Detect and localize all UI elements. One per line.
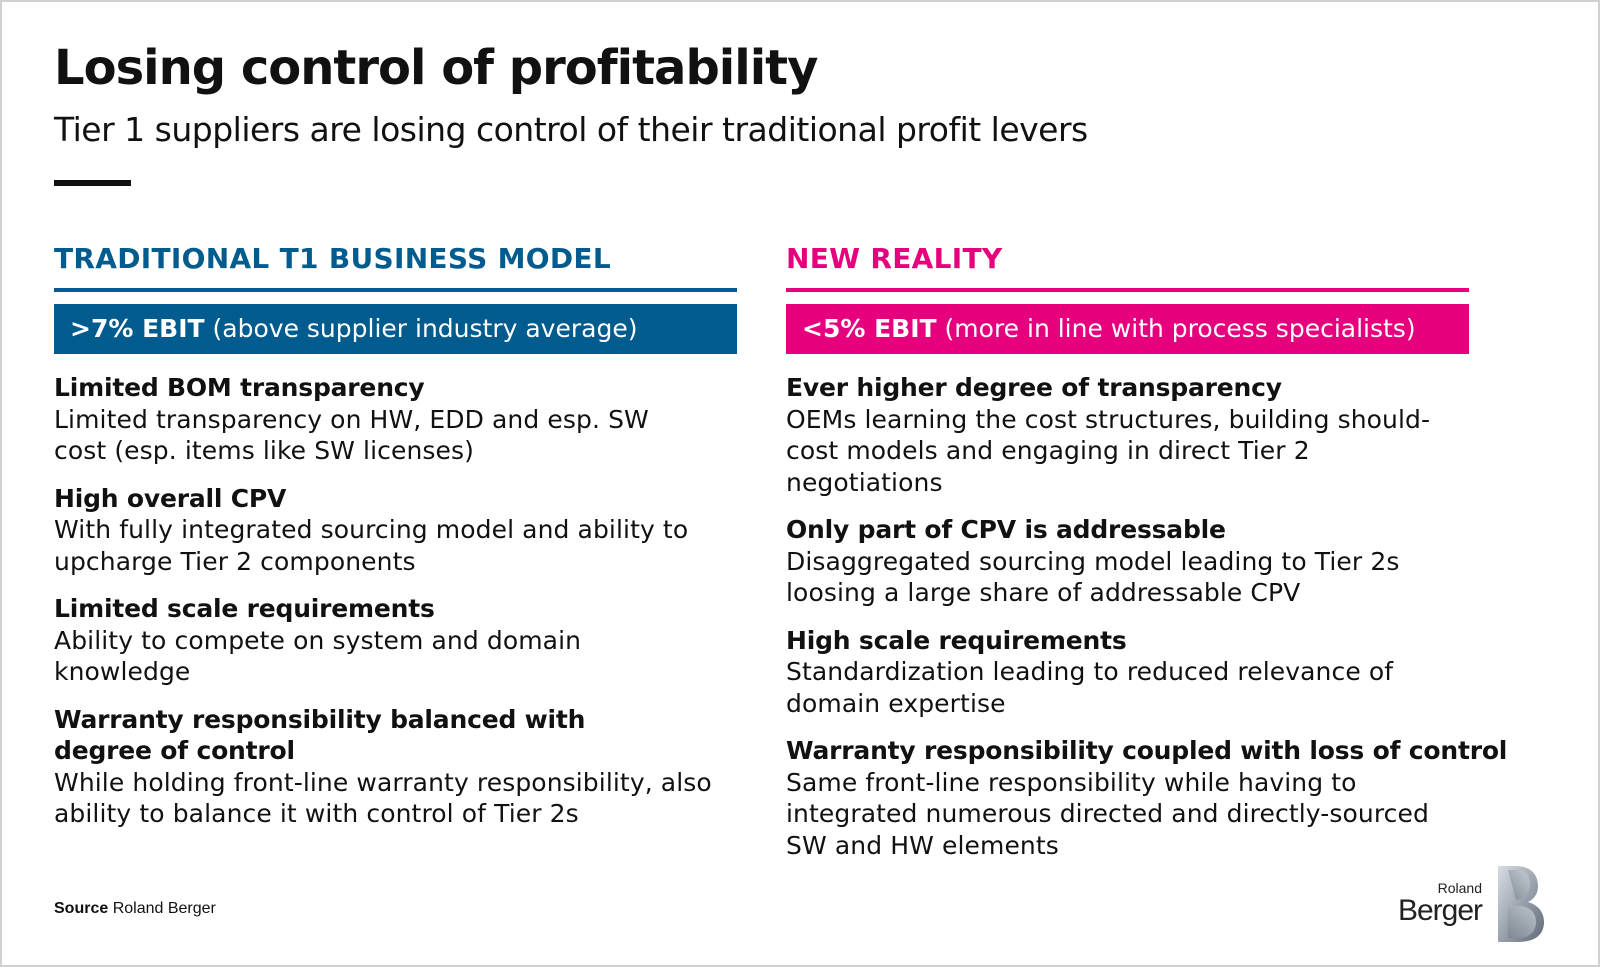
item-heading: Warranty responsibility coupled with los…: [786, 736, 1508, 765]
column-heading: TRADITIONAL T1 BUSINESS MODEL: [54, 242, 611, 275]
list-item: Warranty responsibility coupled with los…: [786, 735, 1508, 861]
item-list: Ever higher degree of transparency OEMs …: [786, 372, 1508, 861]
roland-berger-logo: Roland Berger: [1398, 866, 1548, 942]
list-item: Ever higher degree of transparency OEMs …: [786, 372, 1469, 498]
item-heading: Warranty responsibility balanced with de…: [54, 704, 586, 766]
ebit-note: (above supplier industry average): [204, 314, 638, 343]
page-title: Losing control of profitability: [54, 40, 818, 96]
item-text: Standardization leading to reduced relev…: [786, 657, 1394, 718]
title-underline: [54, 180, 131, 186]
source-text: Roland Berger: [108, 900, 216, 917]
list-item: High scale requirements Standardization …: [786, 625, 1469, 720]
item-text: Limited transparency on HW, EDD and esp.…: [54, 404, 649, 466]
item-list: Limited BOM transparency Limited transpa…: [54, 372, 737, 830]
new-reality-column: NEW REALITY <5% EBIT (more in line with …: [786, 240, 1508, 877]
item-heading: High overall CPV: [54, 483, 287, 513]
logo-line2: Berger: [1397, 894, 1483, 927]
source-label: Source: [54, 900, 109, 917]
traditional-model-column: TRADITIONAL T1 BUSINESS MODEL >7% EBIT (…: [54, 240, 737, 846]
ebit-banner: <5% EBIT (more in line with process spec…: [786, 304, 1469, 354]
list-item: Only part of CPV is addressable Disaggre…: [786, 514, 1469, 609]
item-heading: Limited BOM transparency: [54, 373, 425, 402]
column-rule: [54, 288, 737, 292]
list-item: High overall CPV With fully integrated s…: [54, 483, 737, 578]
list-item: Limited scale requirements Ability to co…: [54, 593, 737, 688]
source-note: Source Roland Berger: [54, 900, 216, 918]
ebit-note: (more in line with process specialists): [936, 314, 1416, 343]
ebit-value: >7% EBIT: [70, 314, 205, 343]
list-item: Limited BOM transparency Limited transpa…: [54, 372, 737, 467]
item-heading: Only part of CPV is addressable: [786, 515, 1226, 544]
item-text: OEMs learning the cost structures, build…: [786, 404, 1431, 497]
item-text: Ability to compete on system and domain …: [54, 625, 582, 687]
item-heading: High scale requirements: [786, 625, 1127, 655]
column-rule: [786, 288, 1469, 292]
ebit-banner: >7% EBIT (above supplier industry averag…: [54, 304, 737, 354]
ebit-value: <5% EBIT: [802, 314, 937, 343]
item-text: While holding front-line warranty respon…: [54, 767, 712, 829]
item-heading: Ever higher degree of transparency: [786, 373, 1282, 402]
page-subtitle: Tier 1 suppliers are losing control of t…: [54, 110, 1088, 149]
list-item: Warranty responsibility balanced with de…: [54, 704, 737, 830]
item-text: Same front-line responsibility while hav…: [786, 767, 1429, 860]
item-text: With fully integrated sourcing model and…: [54, 515, 689, 576]
roland-berger-b-logo-icon: [1498, 866, 1544, 942]
item-text: Disaggregated sourcing model leading to …: [786, 546, 1400, 608]
logo-line1: Roland: [1437, 880, 1482, 896]
column-heading: NEW REALITY: [786, 242, 1003, 275]
item-heading: Limited scale requirements: [54, 594, 435, 623]
